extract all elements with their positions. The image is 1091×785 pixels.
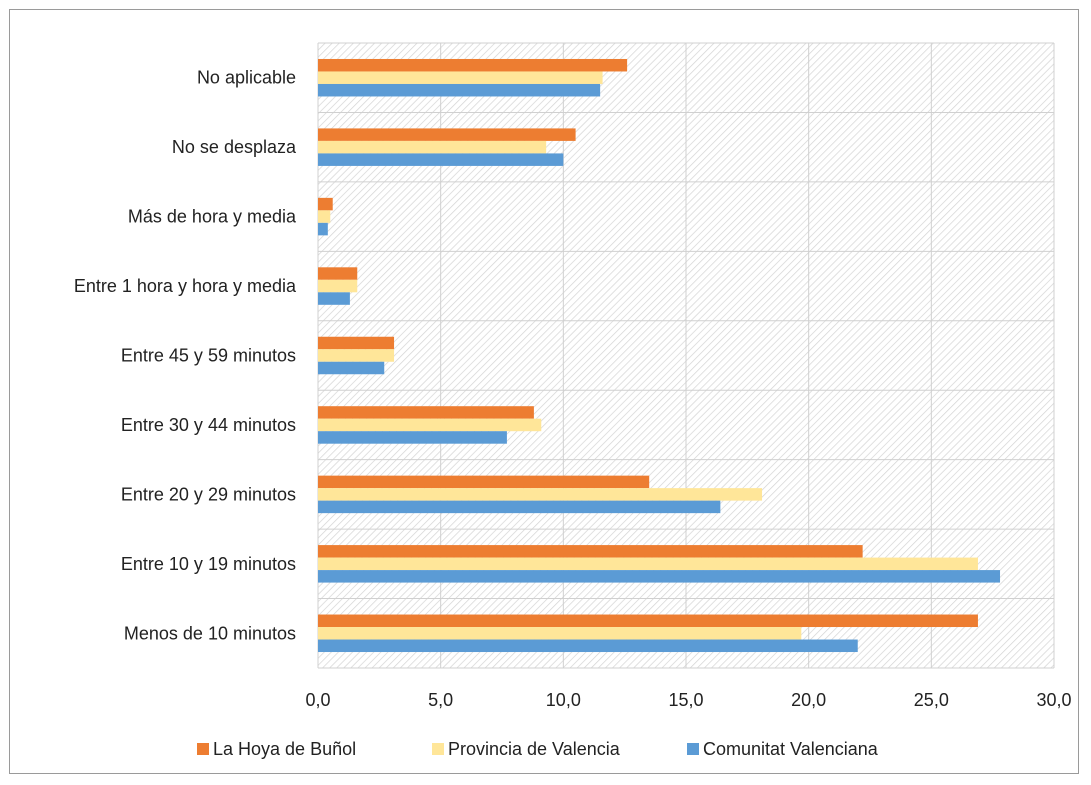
bar (318, 500, 721, 514)
legend-label: Comunitat Valenciana (703, 739, 879, 759)
legend-swatch (432, 743, 444, 755)
legend-label: Provincia de Valencia (448, 739, 621, 759)
bar (318, 292, 350, 305)
bar (318, 71, 603, 84)
bar (318, 222, 328, 236)
bar (318, 153, 564, 166)
x-tick-label: 10,0 (546, 690, 581, 710)
bars (318, 58, 1001, 653)
category-label: Entre 20 y 29 minutos (121, 484, 296, 504)
bar (318, 627, 802, 640)
x-tick-label: 0,0 (305, 690, 330, 710)
bar (318, 614, 978, 628)
x-tick-label: 30,0 (1036, 690, 1071, 710)
bar (318, 639, 858, 653)
bar (318, 361, 385, 375)
category-label: Menos de 10 minutos (124, 623, 296, 643)
category-label: Entre 30 y 44 minutos (121, 415, 296, 435)
x-tick-label: 20,0 (791, 690, 826, 710)
bar (318, 128, 576, 141)
bar (318, 431, 507, 444)
x-tick-labels: 0,0 5,0 10,0 15,0 20,0 25,0 30,0 (305, 690, 1071, 710)
bar (318, 488, 763, 501)
x-tick-label: 5,0 (428, 690, 453, 710)
bar (318, 197, 333, 211)
bar (318, 406, 534, 419)
category-label: Más de hora y media (128, 207, 297, 227)
bar (318, 279, 358, 293)
x-tick-label: 15,0 (668, 690, 703, 710)
bar (318, 58, 628, 72)
category-label: Entre 10 y 19 minutos (121, 554, 296, 574)
category-label: Entre 45 y 59 minutos (121, 346, 296, 366)
bar (318, 545, 863, 558)
bar (318, 140, 547, 154)
bar (318, 570, 1001, 583)
bar (318, 349, 395, 362)
bar (318, 210, 331, 223)
legend-swatch (197, 743, 209, 755)
bar (318, 418, 542, 432)
legend: La Hoya de Buñol Provincia de Valencia Com… (197, 739, 879, 759)
bar (318, 267, 358, 280)
legend-swatch (687, 743, 699, 755)
category-label: Entre 1 hora y hora y media (74, 276, 297, 296)
category-label: No aplicable (197, 68, 296, 88)
category-labels: Menos de 10 minutos Entre 10 y 19 minutos… (74, 68, 297, 644)
bar (318, 475, 650, 489)
bar (318, 557, 978, 571)
x-tick-label: 25,0 (914, 690, 949, 710)
bar (318, 336, 395, 350)
bar (318, 83, 601, 97)
legend-label: La Hoya de Buñol (213, 739, 356, 759)
category-label: No se desplaza (172, 137, 297, 157)
